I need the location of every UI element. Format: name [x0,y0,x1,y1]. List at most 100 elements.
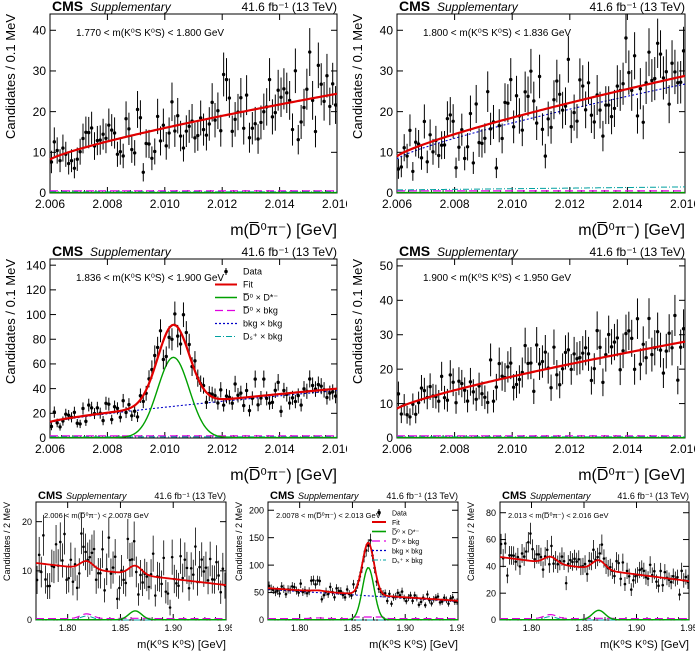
data-point [285,91,289,95]
data-point [465,145,470,149]
data-point [256,137,260,141]
data-point [454,401,458,405]
data-point [385,599,389,603]
x-tick-label: 2.008 [440,442,470,456]
data-point [589,113,594,117]
data-point [506,101,510,105]
bkg-bkg-curve [49,390,338,424]
y-tick-label: 200 [249,505,264,515]
data-point [658,52,663,56]
fit-curve [49,323,338,423]
data-point [276,380,280,385]
data-point [213,578,216,581]
data-point [141,170,145,174]
y-tick-label: 20 [380,105,394,119]
data-point [684,575,688,579]
data-point [82,545,85,549]
data-point [170,337,174,341]
data-point [107,402,111,406]
data-point [529,532,532,535]
data-point [555,373,559,377]
data-point [109,572,113,575]
data-point [161,357,166,362]
x-tick-label: 2.012 [207,442,237,456]
data-point [619,577,623,581]
data-point [132,151,137,155]
data-point [680,569,683,573]
y-tick-label: 30 [33,64,47,78]
data-point [98,138,102,142]
data-point [560,108,565,112]
data-point [425,160,429,164]
y-axis-label: Candidates / 2 MeV [234,502,244,581]
data-point [500,136,504,141]
data-point [130,147,134,152]
data-point [64,412,68,416]
data-point [667,331,671,335]
data-point [301,590,305,594]
data-point [529,69,533,73]
data-point [416,400,421,405]
data-point [428,133,432,137]
lumi-label: 41.6 fb⁻¹ (13 TeV) [154,491,226,501]
data-point [316,579,319,582]
data-point [583,108,588,112]
data-point [137,593,140,596]
data-point [66,413,71,417]
data-point [221,403,226,407]
data-point [187,342,191,347]
data-point [655,329,660,334]
data-point [127,127,131,131]
data-point [115,597,119,601]
legend-ds-bkg: Dₛ⁺ × bkg [243,332,282,342]
y-axis-label: Candidates / 2 MeV [466,502,476,581]
data-point [127,402,131,407]
data-point [164,590,168,593]
x-tick-label: 2.012 [555,197,585,211]
x-tick-label: 1.85 [112,623,130,633]
data-point [635,114,640,118]
data-point [648,563,652,567]
data-point [592,366,596,371]
data-point [676,575,679,579]
data-point [155,114,160,119]
data-point [445,398,450,402]
y-axis-label: Candidates / 0.1 MeV [350,259,365,384]
data-point [523,90,527,94]
data-point [352,583,355,586]
data-point [646,577,650,580]
data-point [621,82,625,86]
data-point [164,354,168,359]
data-point [440,600,444,603]
data-point [170,555,174,559]
data-point [259,120,263,125]
data-point [647,50,651,54]
data-point [290,585,294,588]
data-point [566,562,570,566]
data-point [75,421,79,425]
data-point [158,329,163,333]
data-point [500,374,504,378]
data-point [488,127,493,131]
data-point [89,126,94,130]
data-point [566,57,571,62]
chart-svg-2: CMS Supplementary 41.6 fb⁻¹ (13 TeV) 1.800 … [350,0,695,239]
data-point [419,600,423,604]
data-point [124,117,128,121]
x-tick-label: 2.006 [35,442,65,456]
data-point [451,380,455,384]
data-point [673,313,677,318]
data-point [618,368,622,372]
d0-bkg-curve [36,613,226,620]
data-point [566,348,571,352]
data-point [550,544,553,548]
data-point [400,590,404,593]
data-point [402,146,406,150]
data-point [328,104,332,109]
data-point [230,129,234,134]
data-point [539,555,543,559]
data-point [563,350,568,355]
legend-data: Data [243,267,262,277]
data-point [615,336,620,340]
selection-label: 1.770 < m(K⁰S K⁰S) < 1.800 GeV [76,28,224,39]
